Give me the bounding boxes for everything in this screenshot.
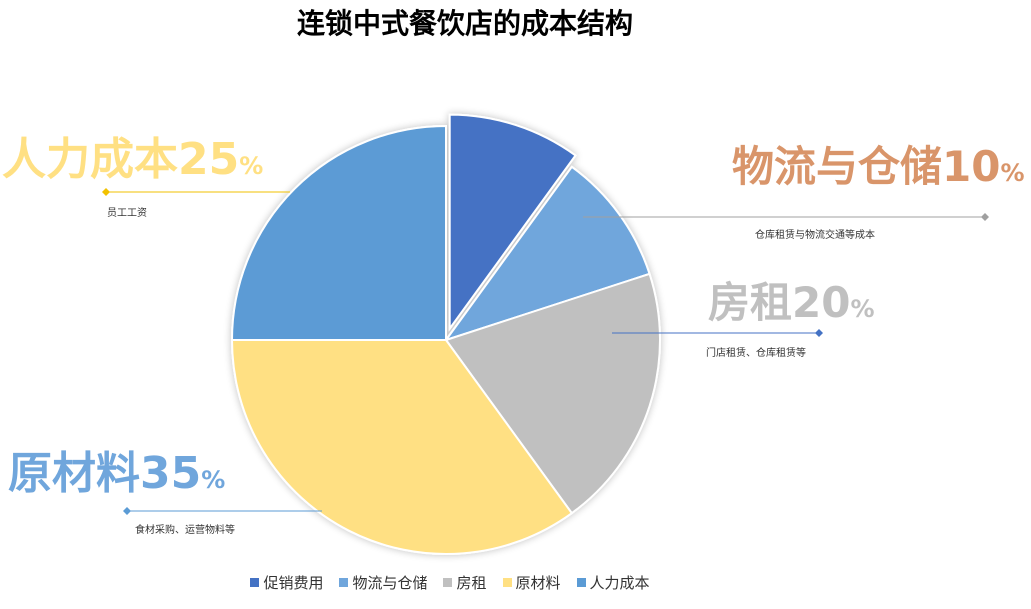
leader-marker-materials (123, 507, 131, 515)
callout-materials-unit: % (201, 466, 226, 494)
legend-label-1: 物流与仓储 (352, 574, 428, 592)
chart-title: 连锁中式餐饮店的成本结构 (296, 7, 633, 40)
callout-rent-value: 20 (792, 278, 851, 327)
legend-swatch-4 (576, 578, 586, 587)
callout-rent-label: 房租 (708, 278, 793, 327)
pie-slice-4 (230, 124, 447, 341)
legend-swatch-3 (502, 578, 512, 587)
callout-materials-label: 原材料 (8, 448, 140, 499)
legend-item-3: 原材料 (502, 572, 561, 593)
pie-slice-2 (444, 272, 661, 515)
leader-marker-labor (102, 188, 110, 196)
callout-materials: 原材料35% (8, 452, 225, 496)
legend-item-1: 物流与仓储 (339, 572, 427, 593)
callout-labor-value: 25 (178, 134, 240, 185)
legend-label-0: 促销费用 (263, 574, 324, 592)
callout-rent: 房租20% (708, 282, 875, 324)
chart-legend: 促销费用 物流与仓储 房租 原材料 人力成本 (0, 572, 900, 593)
legend-item-0: 促销费用 (250, 572, 323, 593)
callout-rent-unit: % (850, 295, 875, 323)
callout-materials-desc: 食材采购、运营物料等 (135, 525, 235, 536)
callout-labor-label: 人力成本 (2, 134, 178, 185)
legend-item-2: 房租 (443, 572, 487, 593)
callout-logistics-unit: % (1000, 159, 1025, 187)
callout-labor-desc: 员工工资 (107, 208, 147, 219)
pie-slice-0 (448, 113, 577, 332)
pie-slice-3 (230, 339, 574, 555)
callout-rent-desc: 门店租赁、仓库租赁等 (706, 348, 806, 359)
legend-swatch-0 (250, 578, 260, 587)
legend-label-2: 房租 (456, 574, 487, 592)
callout-logistics-desc: 仓库租赁与物流交通等成本 (755, 230, 875, 241)
leader-marker-rent (815, 329, 823, 337)
legend-label-4: 人力成本 (589, 574, 650, 592)
callout-labor-unit: % (239, 152, 264, 180)
callout-logistics: 物流与仓储10% (732, 146, 1025, 188)
leader-marker-logistics (981, 213, 989, 221)
callout-logistics-value: 10 (942, 142, 1001, 191)
callout-logistics-label: 物流与仓储 (732, 142, 943, 191)
legend-label-3: 原材料 (515, 574, 561, 592)
legend-swatch-1 (339, 578, 349, 587)
legend-swatch-2 (443, 578, 453, 587)
pie-slice-1 (443, 165, 651, 342)
callout-labor: 人力成本25% (2, 138, 263, 182)
callout-materials-value: 35 (140, 448, 202, 499)
legend-item-4: 人力成本 (576, 572, 650, 593)
